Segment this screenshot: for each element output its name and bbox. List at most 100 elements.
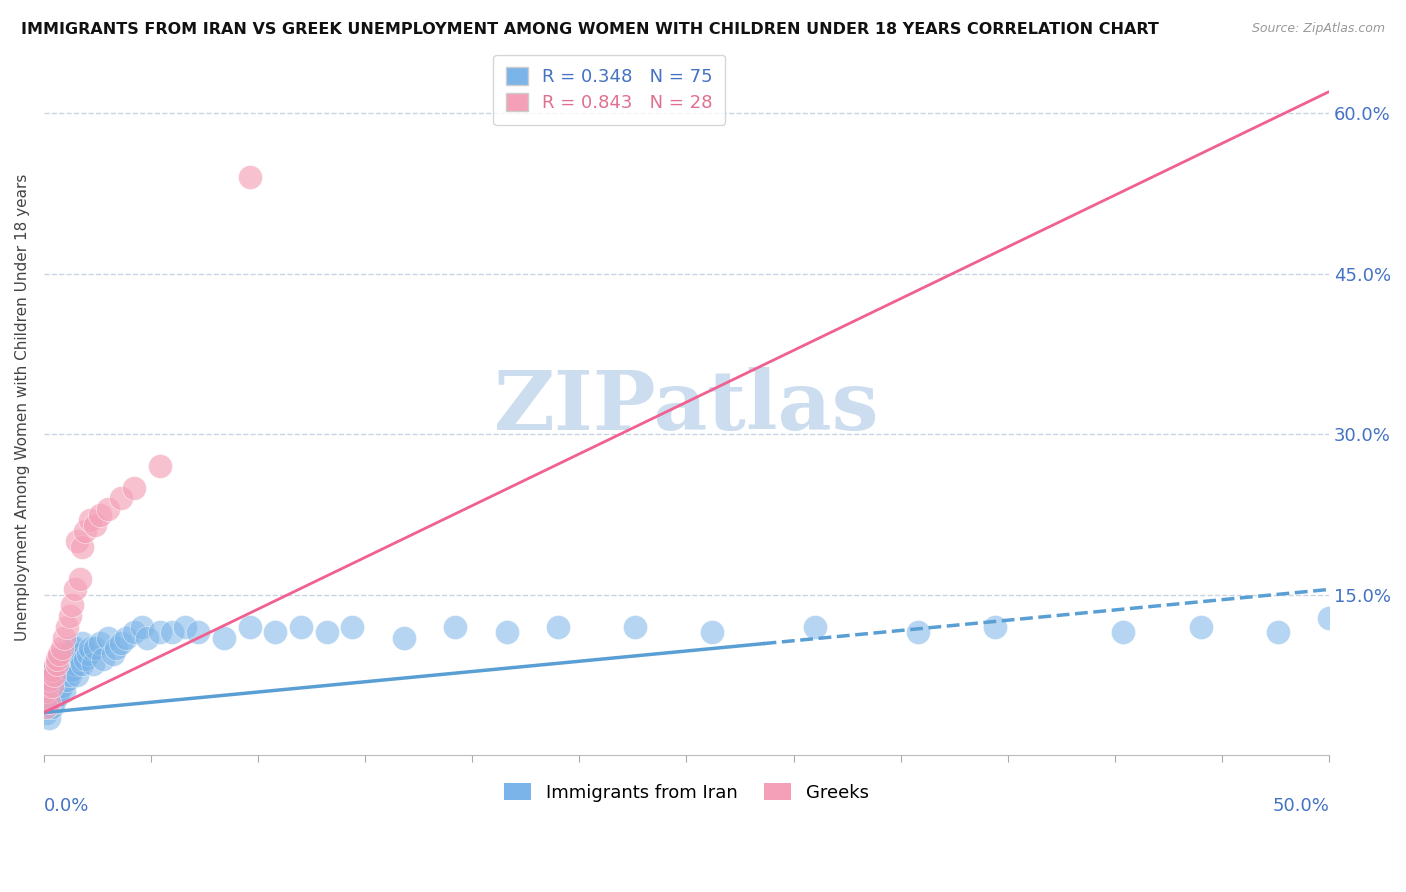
Point [131,620,153,634]
Point [58,609,80,624]
Point [1189,620,1212,634]
Point [162,625,184,640]
Point [58,647,80,661]
Point [72,540,94,554]
Point [89,508,111,522]
Point [38,673,60,688]
Point [148,459,170,474]
Point [63,641,86,656]
Point [115,631,138,645]
Point [495,625,517,640]
Point [38,695,60,709]
Point [1267,625,1289,640]
Point [135,631,157,645]
Point [41,684,63,698]
Point [35,706,58,720]
Point [58,668,80,682]
Point [44,679,66,693]
Point [342,620,364,634]
Point [53,631,76,645]
Y-axis label: Unemployment Among Women with Children Under 18 years: Unemployment Among Women with Children U… [15,174,30,641]
Point [38,695,60,709]
Point [35,684,58,698]
Point [110,636,132,650]
Text: 0.0%: 0.0% [44,797,89,815]
Point [702,625,724,640]
Text: ZIPatlas: ZIPatlas [494,368,879,448]
Point [73,524,96,538]
Point [907,625,929,640]
Point [238,620,260,634]
Text: 50.0%: 50.0% [1272,797,1329,815]
Point [66,534,89,549]
Point [79,641,101,656]
Point [97,502,120,516]
Point [84,641,107,656]
Point [51,663,73,677]
Text: IMMIGRANTS FROM IRAN VS GREEK UNEMPLOYMENT AMONG WOMEN WITH CHILDREN UNDER 18 YE: IMMIGRANTS FROM IRAN VS GREEK UNEMPLOYME… [21,22,1159,37]
Point [76,647,98,661]
Point [1112,625,1135,640]
Point [187,625,209,640]
Point [63,582,86,597]
Point [51,641,73,656]
Point [984,620,1007,634]
Point [82,657,104,672]
Point [444,620,467,634]
Point [45,657,67,672]
Point [264,625,287,640]
Point [38,711,60,725]
Point [53,684,76,698]
Point [48,684,70,698]
Point [48,668,70,682]
Text: Source: ZipAtlas.com: Source: ZipAtlas.com [1251,22,1385,36]
Point [290,620,312,634]
Point [104,641,127,656]
Point [69,572,91,586]
Point [60,641,83,656]
Point [110,491,132,506]
Point [56,620,79,634]
Point [73,652,96,666]
Point [41,679,63,693]
Point [45,652,67,666]
Point [44,663,66,677]
Point [97,631,120,645]
Point [60,663,83,677]
Point [212,631,235,645]
Point [63,657,86,672]
Point [60,599,83,613]
Point [41,668,63,682]
Point [804,620,827,634]
Point [38,673,60,688]
Point [547,620,569,634]
Point [35,690,58,704]
Point [84,518,107,533]
Point [66,668,89,682]
Point [392,631,415,645]
Point [69,652,91,666]
Point [315,625,337,640]
Point [174,620,197,634]
Legend: Immigrants from Iran, Greeks: Immigrants from Iran, Greeks [496,776,876,809]
Point [72,636,94,650]
Point [35,679,58,693]
Point [45,657,67,672]
Point [41,663,63,677]
Point [122,481,145,495]
Point [79,513,101,527]
Point [38,684,60,698]
Point [45,690,67,704]
Point [72,657,94,672]
Point [44,668,66,682]
Point [53,668,76,682]
Point [56,657,79,672]
Point [91,652,114,666]
Point [122,625,145,640]
Point [66,647,89,661]
Point [45,673,67,688]
Point [35,700,58,714]
Point [51,679,73,693]
Point [89,636,111,650]
Point [148,625,170,640]
